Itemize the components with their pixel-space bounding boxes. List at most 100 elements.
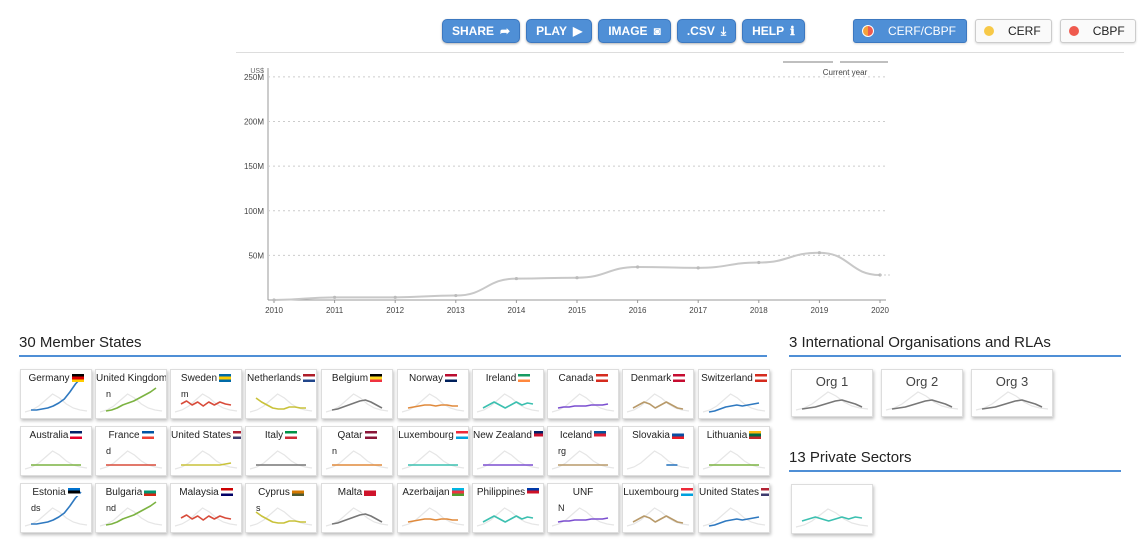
tile-extra-text: m [181, 389, 189, 399]
play-button[interactable]: PLAY ▶ [526, 19, 593, 43]
member-state-tile[interactable]: Philippines [472, 483, 544, 533]
sparkline [331, 513, 383, 525]
sparkline-background [24, 507, 88, 527]
data-point[interactable] [454, 293, 458, 298]
tile-extra-text: ds [31, 503, 41, 513]
member-state-tile[interactable]: United States [170, 426, 242, 476]
sparkline-background [249, 507, 313, 527]
member-state-tile[interactable]: Belgium [321, 369, 393, 419]
tile-sparkline [551, 450, 615, 470]
sparkline-background [24, 450, 88, 470]
member-state-tile[interactable]: Norway [397, 369, 469, 419]
button-label: SHARE [452, 24, 495, 38]
flag-icon [364, 431, 377, 440]
cerf-cbpf-filter-button[interactable]: CERF/CBPF [853, 19, 968, 43]
fund-dot-icon [862, 25, 874, 37]
sparkline [482, 515, 534, 523]
member-state-tile[interactable]: United States [698, 483, 770, 533]
organisation-tile[interactable]: Org 1 [791, 369, 873, 417]
tile-sparkline [401, 450, 465, 470]
sparkline [981, 399, 1043, 410]
member-state-tile[interactable]: Azerbaijan [397, 483, 469, 533]
member-state-tile[interactable]: United Kingdom n [95, 369, 167, 419]
member-state-tile[interactable]: Malaysia [170, 483, 242, 533]
sparkline-background [476, 393, 540, 413]
sparkline-background [401, 450, 465, 470]
member-state-tile[interactable]: Denmark [622, 369, 694, 419]
cbpf-filter-button[interactable]: CBPF [1059, 19, 1136, 43]
private-sectors-title: 13 Private Sectors [789, 449, 912, 466]
member-state-tile[interactable]: Canada [547, 369, 619, 419]
flag-icon [594, 431, 607, 440]
x-tick-label: 2019 [811, 306, 829, 315]
member-state-tile[interactable]: Australia [20, 426, 92, 476]
member-state-tile[interactable]: UNF N [547, 483, 619, 533]
member-state-tile[interactable]: Netherlands [245, 369, 317, 419]
member-state-tile[interactable]: Qatar n [321, 426, 393, 476]
member-state-tile[interactable]: Ireland [472, 369, 544, 419]
sparkline-background [975, 391, 1049, 411]
tile-country-name: Azerbaijan [398, 487, 468, 498]
sparkline-background [551, 393, 615, 413]
tile-country-name: Germany [21, 373, 91, 384]
member-state-tile[interactable]: Germany [20, 369, 92, 419]
member-state-tile[interactable]: Malta [321, 483, 393, 533]
member-state-tile[interactable]: Cyprus s [245, 483, 317, 533]
data-point[interactable] [817, 251, 822, 255]
sparkline-background [885, 391, 959, 411]
csv-button[interactable]: .CSV ⤓ [676, 19, 737, 43]
member-state-tile[interactable]: Iceland rg [547, 426, 619, 476]
data-point[interactable] [393, 295, 397, 299]
country-label: Cyprus [258, 487, 290, 498]
header-divider [236, 52, 1124, 53]
member-state-tile[interactable]: New Zealand [472, 426, 544, 476]
organisation-tile[interactable]: Org 3 [971, 369, 1053, 417]
cerf-filter-button[interactable]: CERF [975, 19, 1052, 43]
member-state-tile[interactable]: Lithuania [698, 426, 770, 476]
sparkline-background [24, 393, 88, 413]
sparkline-background [795, 391, 869, 411]
flag-icon [451, 488, 464, 497]
member-state-tile[interactable]: Switzerland [698, 369, 770, 419]
member-state-tile[interactable]: Luxembourg [622, 483, 694, 533]
organisation-name: Org 2 [905, 374, 939, 389]
member-state-tile[interactable]: France d [95, 426, 167, 476]
x-tick-label: 2012 [386, 306, 404, 315]
member-state-tile[interactable]: Luxembourg [397, 426, 469, 476]
x-tick-label: 2010 [265, 306, 283, 315]
data-point[interactable] [575, 276, 579, 280]
data-point[interactable] [636, 265, 640, 269]
tile-country-name: New Zealand [473, 430, 543, 441]
flag-icon [754, 374, 767, 383]
member-state-tile[interactable]: Bulgaria nd [95, 483, 167, 533]
fund-dot-icon [984, 26, 995, 36]
toolbar: SHARE ➦ PLAY ▶ IMAGE ◙ .CSV ⤓ HELP ℹ [442, 19, 805, 43]
tile-sparkline [325, 507, 389, 527]
flag-icon [70, 431, 83, 440]
flag-icon [67, 488, 80, 497]
private-sector-tile[interactable] [791, 484, 873, 534]
data-point[interactable] [333, 295, 337, 299]
image-button[interactable]: IMAGE ◙ [598, 19, 671, 43]
data-point[interactable] [696, 266, 700, 270]
tile-country-name: Belgium [322, 373, 392, 384]
sparkline-background [174, 507, 238, 527]
organisation-tile[interactable]: Org 2 [881, 369, 963, 417]
member-state-tile[interactable]: Italy [245, 426, 317, 476]
sparkline-background [99, 393, 163, 413]
data-point[interactable] [757, 260, 761, 265]
help-button[interactable]: HELP ℹ [742, 19, 805, 43]
flag-icon [671, 431, 684, 440]
data-point[interactable] [514, 276, 518, 281]
organisation-name: Org 1 [815, 374, 849, 389]
y-tick-label: 200M [244, 118, 264, 127]
share-button[interactable]: SHARE ➦ [442, 19, 521, 43]
country-label: United States [171, 430, 232, 441]
data-point[interactable] [272, 298, 276, 302]
member-state-tile[interactable]: Slovakia [622, 426, 694, 476]
member-state-tile[interactable]: Sweden m [170, 369, 242, 419]
organisations-rule [789, 355, 1121, 357]
flag-icon [680, 488, 693, 497]
sparkline-background [401, 507, 465, 527]
member-state-tile[interactable]: Estonia ds [20, 483, 92, 533]
